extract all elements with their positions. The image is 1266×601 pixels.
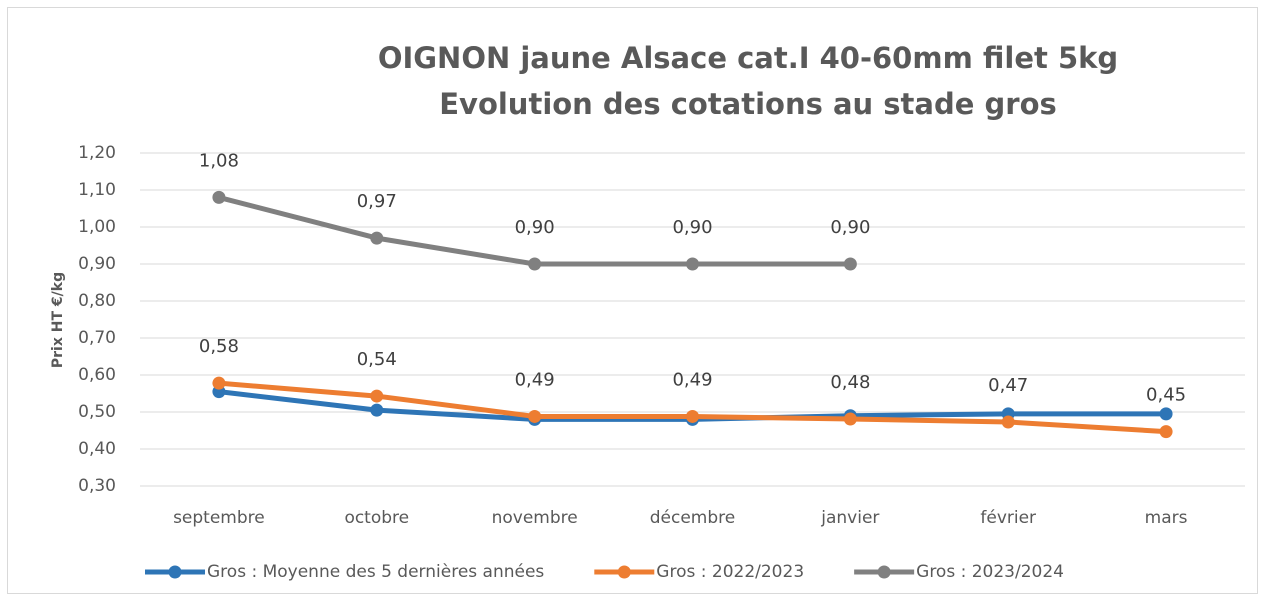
data-label: 0,54 <box>357 349 397 370</box>
data-point <box>1159 425 1173 439</box>
x-tick-label: mars <box>1145 508 1188 528</box>
data-point <box>1159 407 1173 421</box>
data-point <box>528 409 542 423</box>
x-tick-label: février <box>980 508 1036 528</box>
y-tick-label: 1,00 <box>78 217 116 237</box>
legend-marker <box>617 565 631 579</box>
y-tick-label: 0,70 <box>78 328 116 348</box>
data-label: 0,48 <box>830 372 870 393</box>
y-axis-label: Prix HT €/kg <box>50 272 66 368</box>
legend-label: Gros : 2022/2023 <box>656 562 804 582</box>
data-point <box>843 412 857 426</box>
y-tick-label: 0,40 <box>78 439 116 459</box>
chart-subtitle: Evolution des cotations au stade gros <box>439 87 1057 121</box>
data-point <box>370 389 384 403</box>
x-tick-label: janvier <box>820 508 879 528</box>
data-label: 0,97 <box>357 191 397 212</box>
data-label: 0,47 <box>988 375 1028 396</box>
data-point <box>686 409 699 423</box>
data-point <box>370 403 384 417</box>
data-label: 0,49 <box>672 369 712 390</box>
data-point <box>686 257 699 271</box>
data-point <box>528 257 542 271</box>
x-tick-label: décembre <box>650 508 735 528</box>
legend-label: Gros : 2023/2024 <box>916 562 1064 582</box>
y-tick-label: 0,50 <box>78 402 116 422</box>
legend-marker <box>877 565 891 579</box>
x-tick-label: septembre <box>173 508 265 528</box>
data-label: 1,08 <box>199 150 239 171</box>
legend-label: Gros : Moyenne des 5 dernières années <box>207 562 544 582</box>
data-label: 0,49 <box>515 369 555 390</box>
data-point <box>212 190 226 204</box>
data-point <box>212 376 226 390</box>
y-tick-label: 1,20 <box>78 143 116 163</box>
data-label: 0,90 <box>830 217 870 238</box>
data-label: 0,45 <box>1146 385 1186 406</box>
legend-marker <box>168 565 182 579</box>
y-tick-label: 1,10 <box>78 180 116 200</box>
data-label: 0,90 <box>672 217 712 238</box>
y-tick-label: 0,80 <box>78 291 116 311</box>
data-point <box>843 257 857 271</box>
y-tick-label: 0,60 <box>78 365 116 385</box>
y-tick-label: 0,30 <box>78 476 116 496</box>
chart-title: OIGNON jaune Alsace cat.I 40-60mm filet … <box>378 41 1118 75</box>
data-point <box>370 231 384 245</box>
data-point <box>1001 415 1015 429</box>
x-tick-label: novembre <box>492 508 578 528</box>
x-tick-label: octobre <box>344 508 409 528</box>
data-label: 0,90 <box>515 217 555 238</box>
y-tick-label: 0,90 <box>78 254 116 274</box>
data-label: 0,58 <box>199 336 239 357</box>
